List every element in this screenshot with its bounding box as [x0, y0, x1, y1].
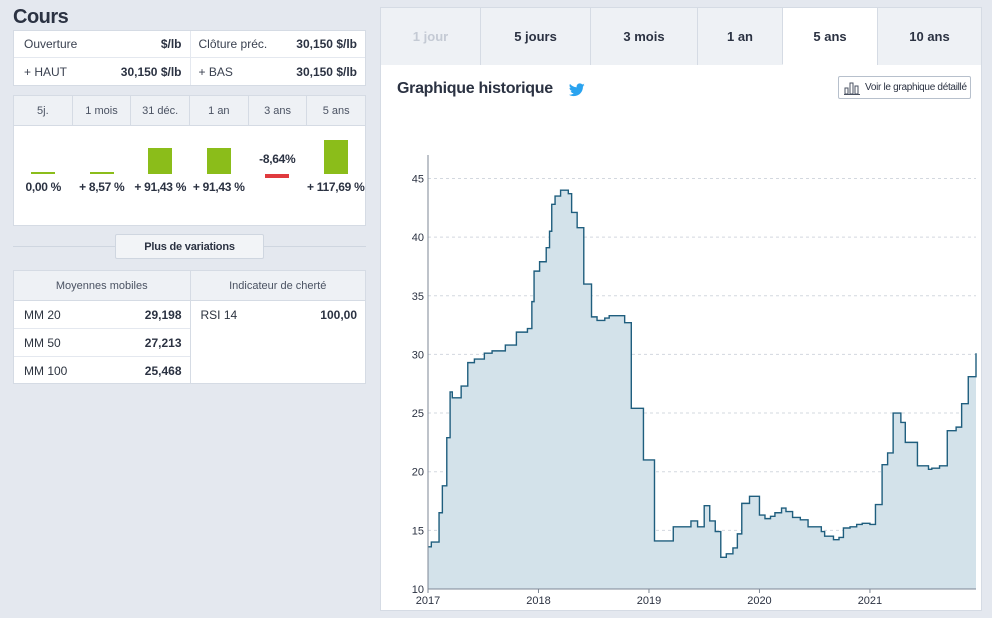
- variation-column: 0,00 %: [14, 127, 73, 225]
- quote-value: 30,150 $/lb: [296, 64, 357, 79]
- variation-column: + 8,57 %: [73, 127, 132, 225]
- variations-panel: 5j. 1 mois 31 déc. 1 an 3 ans 5 ans 0,00…: [13, 95, 366, 226]
- variation-bar: [265, 174, 290, 178]
- variation-value: + 117,69 %: [307, 180, 365, 194]
- page-title: Cours: [13, 6, 69, 28]
- y-tick-label: 30: [412, 349, 424, 361]
- area-fill: [428, 190, 976, 589]
- variation-column: -8,64%: [248, 127, 307, 225]
- quote-label: Clôture préc.: [198, 37, 268, 51]
- variations-bars: 0,00 % + 8,57 % + 91,43 % + 91,43 % -8,64% + …: [14, 127, 365, 225]
- quote-value: 30,150 $/lb: [296, 37, 357, 51]
- indicator-value: 25,468: [144, 364, 182, 378]
- detailed-chart-button[interactable]: Voir le graphique détaillé: [838, 76, 971, 99]
- y-tick-label: 20: [412, 467, 424, 479]
- indicator-value: 27,213: [144, 335, 182, 350]
- quote-row: + HAUT 30,150 $/lb + BAS 30,150 $/lb: [14, 58, 365, 85]
- quote-value: 30,150 $/lb: [120, 64, 182, 79]
- variation-column: + 117,69 %: [307, 127, 366, 225]
- table-row: MM 50 27,213: [14, 329, 190, 357]
- y-tick-label: 40: [412, 232, 424, 244]
- indicator-value: 100,00: [320, 308, 357, 322]
- detailed-chart-label: Voir le graphique détaillé: [865, 82, 967, 93]
- indicator-label: MM 50: [24, 335, 61, 350]
- indicator-label: RSI 14: [200, 308, 238, 322]
- quote-label: + BAS: [198, 64, 233, 79]
- quote-table: Ouverture $/lb Clôture préc. 30,150 $/lb…: [13, 30, 366, 86]
- variation-column: + 91,43 %: [131, 127, 190, 225]
- variation-value: + 8,57 %: [79, 180, 125, 194]
- variation-value: 0,00 %: [25, 180, 62, 194]
- variation-value: -8,64%: [259, 152, 296, 166]
- chart-title: Graphique historique: [397, 80, 553, 97]
- variations-header: 5j. 1 mois 31 déc. 1 an 3 ans 5 ans: [14, 96, 365, 126]
- series-line: [428, 189, 977, 559]
- tab-1-an[interactable]: 1 an: [697, 8, 782, 65]
- variation-bar: [323, 140, 348, 174]
- more-variations-button[interactable]: Plus de variations: [115, 234, 264, 259]
- bird-icon[interactable]: [569, 83, 585, 97]
- table-row: MM 20 29,198: [14, 301, 190, 329]
- y-tick-label: 35: [412, 291, 424, 303]
- variation-period: 5 ans: [306, 96, 365, 125]
- table-row: RSI 14 100,00: [191, 301, 366, 329]
- quote-cell-high: + HAUT 30,150 $/lb: [14, 58, 190, 85]
- table-row: MM 100 25,468: [14, 357, 190, 385]
- y-tick-label: 10: [412, 584, 424, 596]
- variation-bar: [148, 147, 173, 174]
- x-tick-label: 2020: [747, 595, 771, 607]
- moving-averages-column: Moyennes mobiles MM 20 29,198 MM 50 27,2…: [14, 271, 190, 383]
- variation-bar: [31, 172, 56, 174]
- historical-chart: 10 15 20 25 30 35 40 45 2017 2018 2019 2020 2021: [412, 155, 977, 607]
- indicator-label: MM 100: [24, 364, 68, 378]
- tab-3-mois[interactable]: 3 mois: [590, 8, 697, 65]
- indicator-label: MM 20: [24, 307, 61, 322]
- variation-period: 3 ans: [247, 96, 307, 125]
- quote-label: Ouverture: [24, 37, 78, 51]
- variation-column: + 91,43 %: [190, 127, 249, 225]
- variation-value: + 91,43 %: [134, 180, 187, 194]
- expensiveness-column: Indicateur de cherté RSI 14 100,00: [189, 271, 366, 383]
- quote-cell-open: Ouverture $/lb: [14, 31, 190, 57]
- y-tick-label: 25: [412, 408, 424, 420]
- variation-bar: [206, 147, 231, 174]
- period-tabs: 1 jour 5 jours 3 mois 1 an 5 ans 10 ans: [380, 7, 982, 66]
- expensiveness-header: Indicateur de cherté: [190, 271, 365, 301]
- x-tick-label: 2019: [637, 595, 661, 607]
- tab-5-jours[interactable]: 5 jours: [480, 8, 590, 65]
- chart-panel: Graphique historique Voir le graphique d…: [380, 65, 982, 611]
- variation-bar: [89, 171, 114, 174]
- quote-value: $/lb: [160, 37, 182, 51]
- quote-row: Ouverture $/lb Clôture préc. 30,150 $/lb: [14, 31, 365, 58]
- quote-cell-low: + BAS 30,150 $/lb: [189, 58, 366, 85]
- x-tick-label: 2017: [416, 595, 440, 607]
- indicator-value: 29,198: [144, 307, 182, 322]
- quote-cell-prev-close: Clôture préc. 30,150 $/lb: [189, 31, 366, 57]
- y-tick-label: 45: [412, 173, 424, 185]
- tab-1-jour[interactable]: 1 jour: [412, 29, 449, 44]
- tab-5-ans[interactable]: 5 ans: [782, 8, 877, 65]
- indicators-table: Moyennes mobiles MM 20 29,198 MM 50 27,2…: [13, 270, 366, 384]
- x-tick-label: 2021: [858, 595, 882, 607]
- moving-averages-header: Moyennes mobiles: [14, 271, 190, 301]
- variation-period: 5j.: [37, 104, 49, 117]
- tab-10-ans[interactable]: 10 ans: [877, 8, 981, 65]
- bar-chart-icon: [844, 82, 860, 95]
- quote-label: + HAUT: [24, 64, 68, 79]
- y-tick-label: 15: [412, 525, 424, 537]
- variation-period: 31 déc.: [130, 96, 189, 125]
- variation-period: 1 mois: [71, 96, 131, 125]
- variation-period: 1 an: [189, 96, 248, 125]
- variation-value: + 91,43 %: [192, 180, 245, 194]
- x-tick-label: 2018: [526, 595, 550, 607]
